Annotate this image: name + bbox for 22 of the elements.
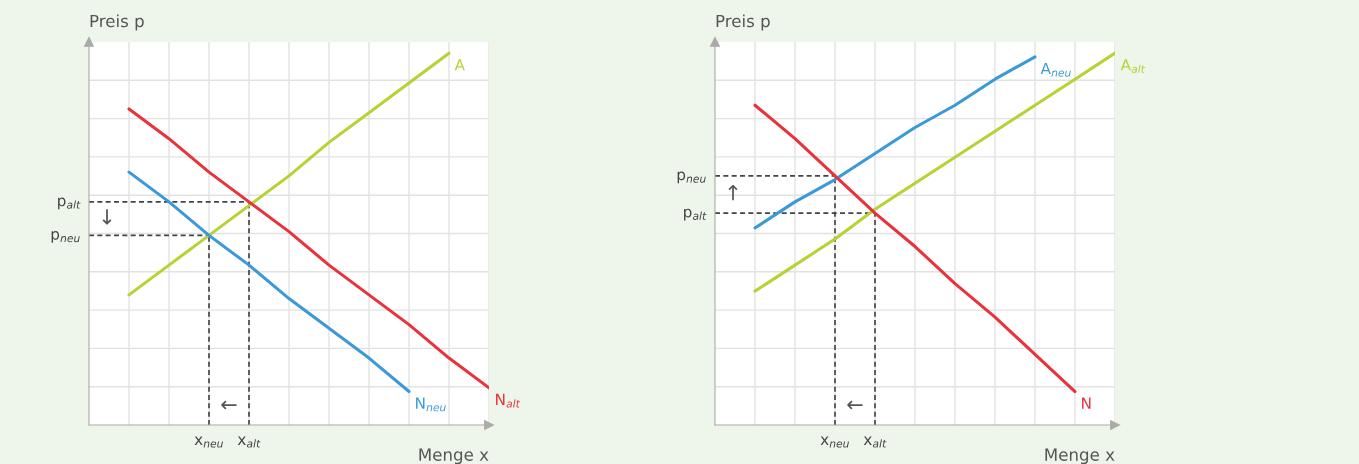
x-tick-label: x$_{neu}$ [194, 436, 223, 448]
ref-line-label: p$_{neu}$ [677, 171, 706, 184]
x-tick-label: x$_{neu}$ [820, 436, 849, 448]
x-tick-label: x$_{alt}$ [237, 436, 261, 448]
annotation: ← [847, 400, 863, 410]
series-label: A [454, 59, 465, 71]
x-axis-title: Menge x [419, 448, 489, 464]
series-label: N [1082, 397, 1091, 409]
series-label: A$_{alt}$ [1120, 59, 1146, 73]
series-label: N$_{alt}$ [496, 393, 521, 408]
series-label: A$_{neu}$ [1040, 62, 1071, 77]
y-axis-title: Preis p [90, 14, 144, 31]
y-axis-title: Preis p [716, 14, 770, 31]
ref-line-label: p$_{alt}$ [58, 197, 81, 210]
ref-line-label: p$_{neu}$ [51, 230, 80, 243]
ref-line-label: p$_{alt}$ [684, 208, 707, 221]
series-label: N$_{neu}$ [416, 397, 446, 412]
annotation: ← [221, 400, 237, 410]
x-tick-label: x$_{alt}$ [863, 436, 887, 448]
annotation: ↑ [728, 184, 738, 201]
annotation: ↓ [102, 209, 112, 225]
x-axis-title: Menge x [1045, 448, 1115, 464]
